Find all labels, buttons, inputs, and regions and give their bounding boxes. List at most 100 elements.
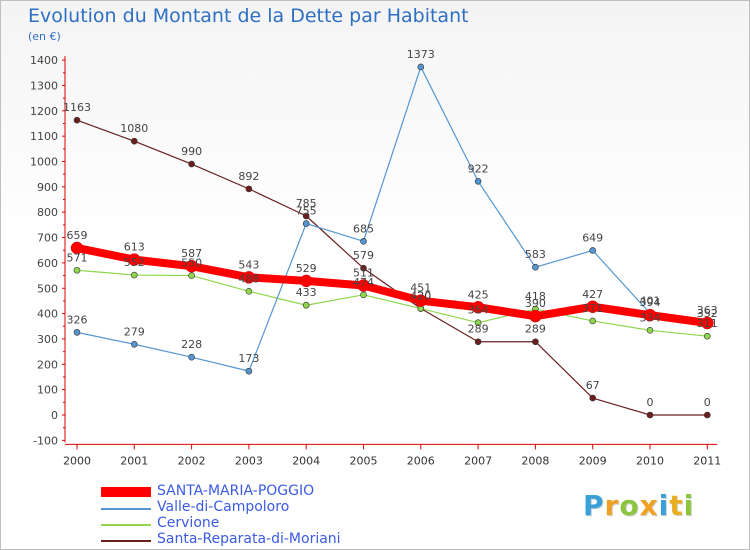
data-label: 427 [582, 288, 603, 301]
y-tick-label: 1100 [30, 130, 58, 143]
y-tick-label: 1000 [30, 156, 58, 169]
y-tick-label: 1300 [30, 79, 58, 92]
legend-label: Valle-di-Campoloro [157, 499, 290, 515]
data-label: 922 [468, 162, 489, 175]
legend-label: Cervione [157, 515, 220, 531]
data-label: 1373 [407, 48, 435, 61]
data-label: 420 [410, 290, 431, 303]
data-point [188, 272, 195, 279]
x-tick-label: 2011 [693, 454, 721, 467]
data-point [646, 411, 654, 419]
data-point [701, 316, 714, 330]
logo-letter: t [669, 489, 684, 522]
data-point [589, 247, 597, 254]
legend-label: Santa-Reparata-di-Moriani [157, 531, 341, 547]
series-line-3 [73, 243, 712, 327]
data-label: 390 [525, 297, 546, 310]
y-tick-label: 100 [37, 384, 58, 397]
x-tick-label: 2006 [407, 454, 435, 467]
data-point [703, 411, 711, 419]
data-point [299, 274, 313, 288]
data-point [188, 353, 195, 361]
data-point [302, 212, 310, 220]
legend-swatch [101, 487, 151, 497]
data-label: 1080 [120, 122, 148, 135]
data-label: 474 [353, 276, 374, 289]
data-label: 0 [704, 396, 711, 409]
data-label: 529 [296, 262, 317, 275]
data-label: 363 [697, 304, 718, 317]
data-label: 418 [525, 290, 546, 303]
y-tick-label: 500 [37, 282, 58, 295]
data-point [188, 160, 195, 168]
logo-letter: x [639, 489, 659, 522]
data-point [474, 177, 482, 185]
chart-title: Evolution du Montant de la Dette par Hab… [28, 5, 469, 27]
y-tick-label: 1400 [30, 54, 58, 67]
x-tick-label: 2003 [235, 454, 263, 467]
data-label: 0 [647, 396, 654, 409]
x-tick-label: 2002 [178, 454, 206, 467]
x-tick-label: 2007 [464, 454, 492, 467]
data-point [360, 264, 367, 272]
chart-subtitle: (en €) [28, 30, 61, 43]
data-point [589, 317, 597, 325]
data-label: 613 [124, 241, 145, 254]
data-point [643, 308, 657, 322]
data-point [532, 263, 539, 271]
data-label: 543 [238, 258, 259, 271]
data-label: 579 [353, 249, 374, 262]
data-point [131, 271, 138, 279]
y-tick-label: 1200 [30, 105, 58, 118]
legend-label: SANTA-MARIA-POGGIO [157, 483, 315, 499]
data-point [128, 253, 141, 266]
data-label: 755 [296, 205, 317, 218]
data-label: 571 [67, 251, 88, 264]
data-point [474, 319, 482, 327]
y-tick-label: 600 [37, 257, 58, 270]
data-label: 892 [238, 170, 259, 183]
data-point [73, 329, 81, 336]
data-point [360, 238, 367, 245]
proxiti-logo: Proxiti [583, 489, 694, 522]
data-point [302, 301, 310, 309]
series-line-0 [76, 119, 708, 416]
logo-letter: o [619, 489, 640, 522]
data-label: 401 [640, 294, 661, 307]
data-point [242, 271, 256, 284]
data-label: 334 [640, 311, 661, 324]
data-label: 488 [238, 272, 259, 285]
x-tick-label: 2004 [292, 454, 320, 467]
data-label: 228 [181, 338, 202, 351]
y-tick-label: -100 [33, 434, 58, 447]
data-label: 552 [124, 256, 145, 269]
data-point [73, 116, 81, 124]
data-point [471, 301, 485, 314]
y-tick-label: 800 [37, 206, 58, 219]
data-label: 587 [181, 247, 202, 260]
x-tick-label: 2001 [120, 454, 148, 467]
data-label: 583 [525, 248, 546, 261]
data-point [703, 332, 711, 340]
x-tick-label: 2009 [579, 454, 607, 467]
x-tick-label: 2000 [63, 454, 91, 467]
x-tick-label: 2005 [350, 454, 378, 467]
data-label: 990 [181, 145, 202, 158]
y-tick-label: 400 [37, 308, 58, 321]
data-label: 289 [525, 323, 546, 336]
data-point [646, 327, 654, 334]
logo-letter: i [683, 489, 695, 522]
logo-letter: r [604, 489, 620, 522]
data-label: 311 [697, 317, 718, 330]
data-label: 659 [67, 229, 88, 242]
series-line-2 [76, 66, 708, 372]
data-label: 685 [353, 222, 374, 235]
x-tick-label: 2010 [636, 454, 664, 467]
data-point [589, 394, 597, 402]
data-label: 649 [582, 231, 603, 244]
data-label: 279 [124, 325, 145, 338]
data-label: 451 [410, 282, 431, 295]
data-label: 785 [296, 197, 317, 210]
